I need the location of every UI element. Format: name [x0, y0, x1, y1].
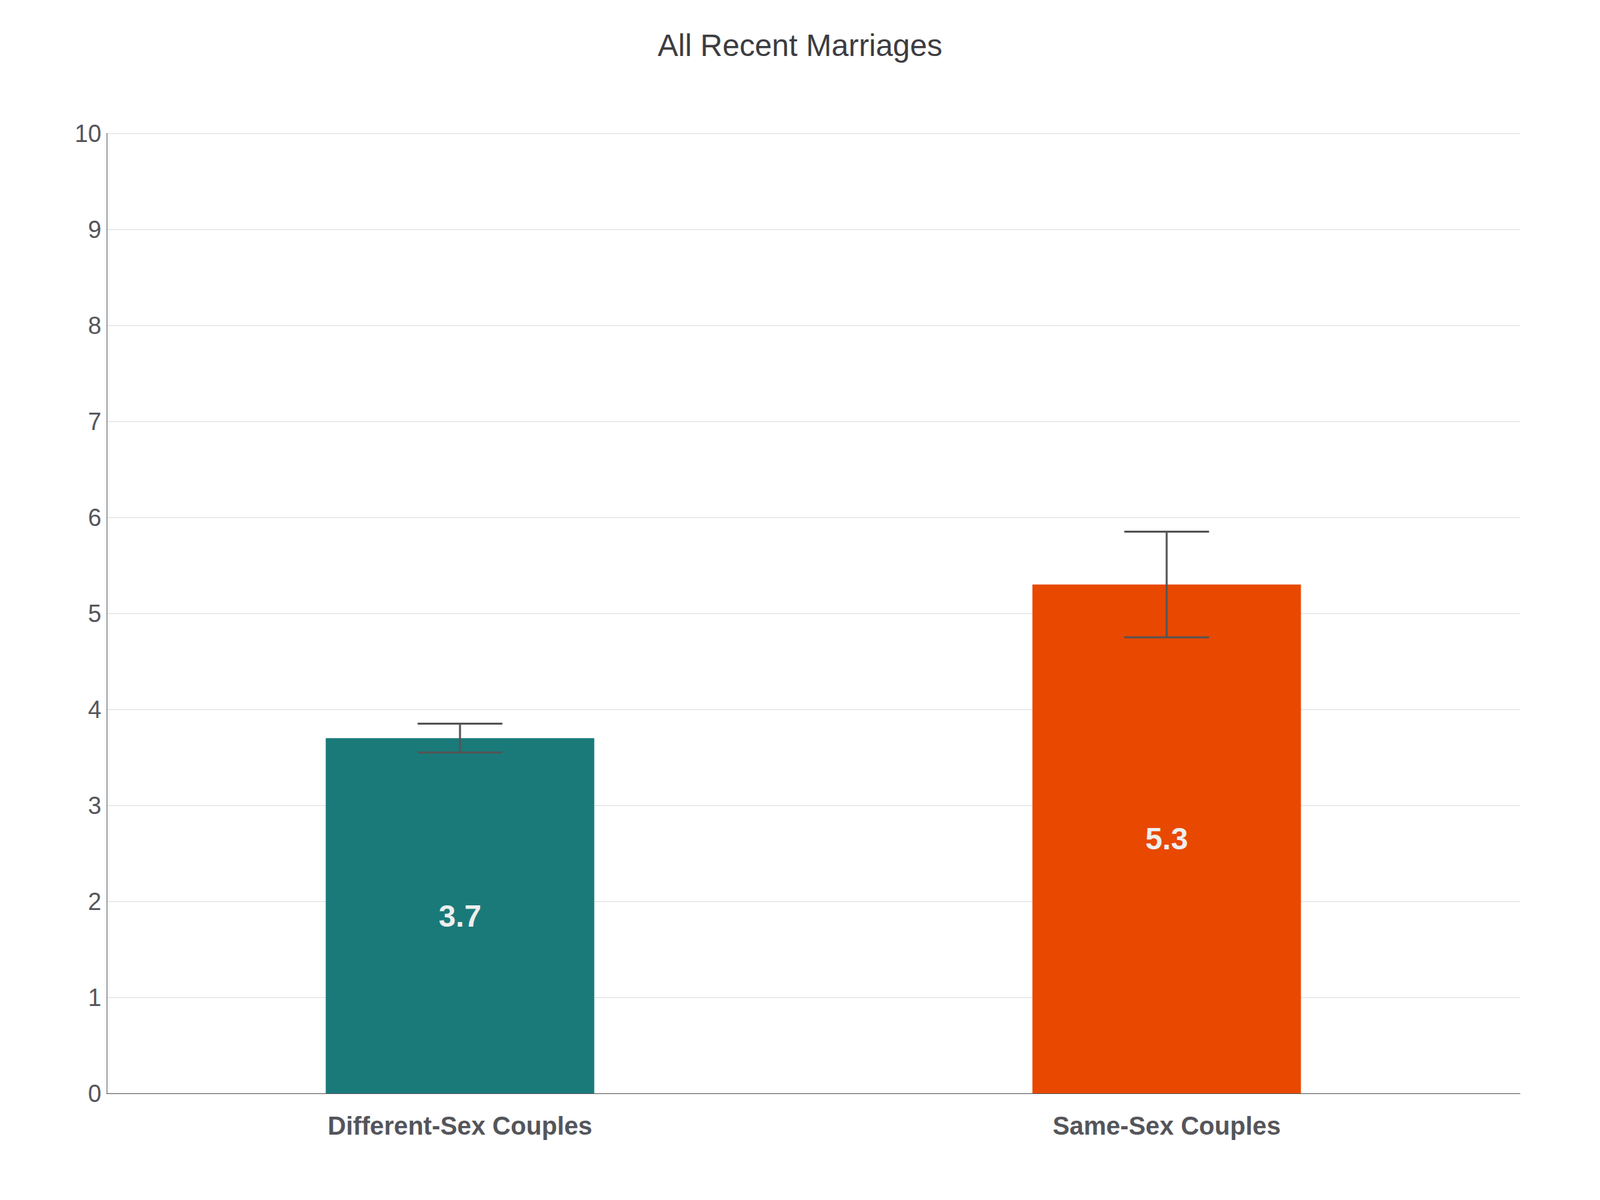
svg-text:4: 4 — [88, 696, 102, 724]
svg-text:10: 10 — [74, 120, 102, 148]
svg-text:All Recent Marriages: All Recent Marriages — [658, 28, 943, 63]
svg-text:6: 6 — [88, 504, 102, 532]
svg-text:9: 9 — [88, 216, 102, 244]
svg-text:2: 2 — [88, 888, 102, 916]
svg-text:5.3: 5.3 — [1145, 821, 1188, 856]
svg-text:8: 8 — [88, 312, 102, 340]
svg-text:Different-Sex Couples: Different-Sex Couples — [328, 1112, 593, 1140]
svg-text:7: 7 — [88, 408, 102, 436]
svg-text:3.7: 3.7 — [438, 898, 482, 934]
svg-text:0: 0 — [88, 1080, 102, 1108]
svg-text:1: 1 — [88, 984, 102, 1012]
svg-text:5: 5 — [88, 600, 102, 628]
svg-text:3: 3 — [88, 792, 102, 820]
svg-text:Same-Sex Couples: Same-Sex Couples — [1052, 1112, 1281, 1140]
